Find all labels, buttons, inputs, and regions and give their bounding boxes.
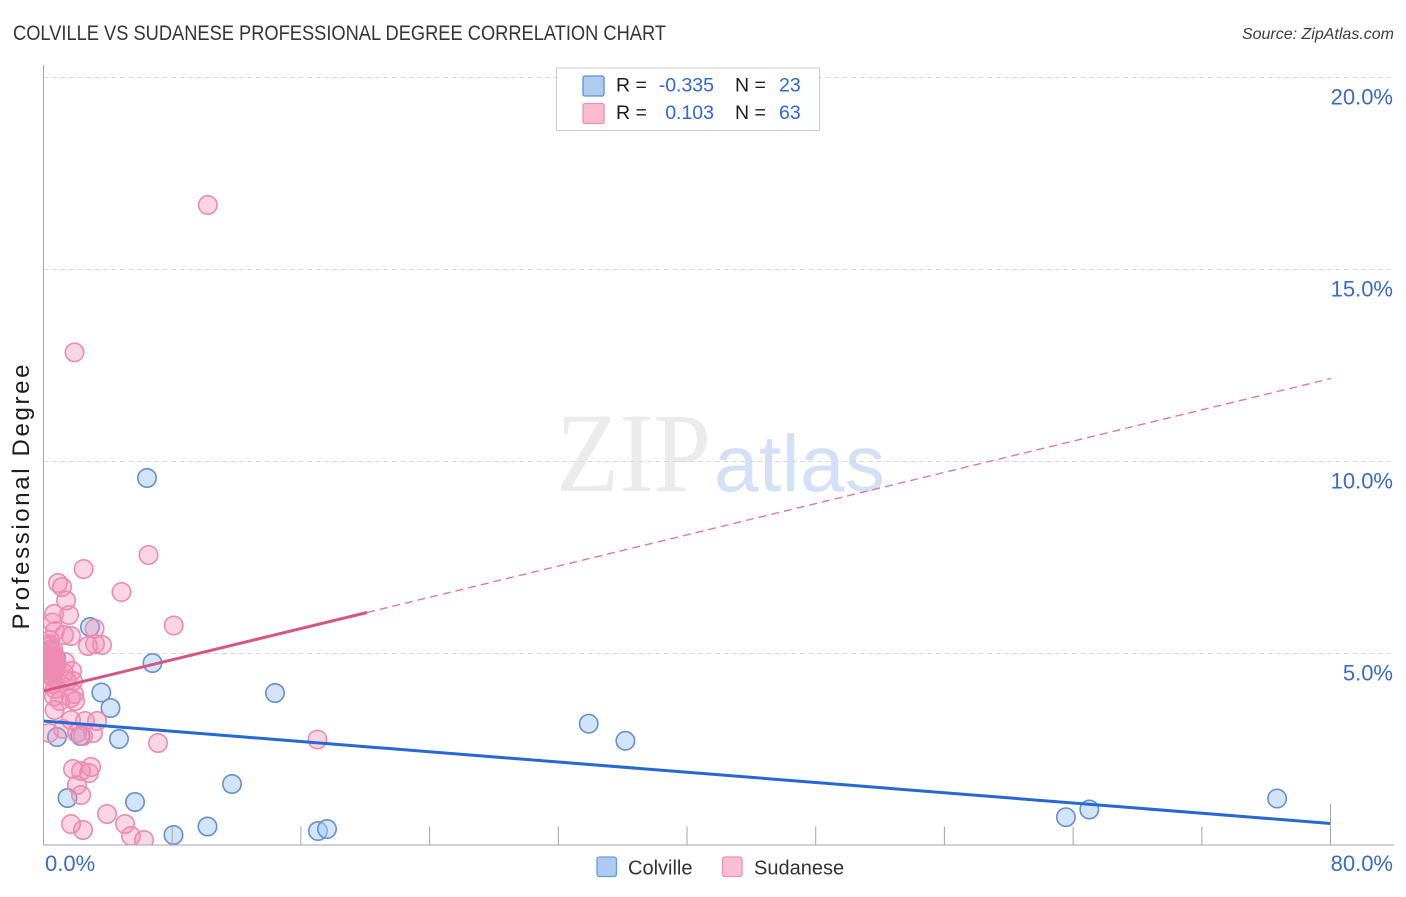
- svg-text:63: 63: [779, 102, 801, 124]
- svg-text:80.0%: 80.0%: [1331, 851, 1393, 876]
- svg-text:0.103: 0.103: [665, 102, 714, 124]
- svg-text:23: 23: [779, 75, 801, 97]
- svg-text:R =: R =: [616, 102, 647, 124]
- svg-text:0.0%: 0.0%: [45, 851, 95, 876]
- svg-text:-0.335: -0.335: [659, 75, 714, 97]
- svg-text:N =: N =: [735, 75, 766, 97]
- svg-text:atlas: atlas: [714, 419, 885, 508]
- svg-text:20.0%: 20.0%: [1331, 85, 1393, 110]
- svg-text:ZIP: ZIP: [556, 391, 711, 516]
- svg-text:N =: N =: [735, 102, 766, 124]
- svg-text:R =: R =: [616, 75, 647, 97]
- svg-text:Sudanese: Sudanese: [754, 858, 844, 880]
- svg-text:15.0%: 15.0%: [1331, 277, 1393, 302]
- svg-text:5.0%: 5.0%: [1343, 661, 1393, 686]
- svg-text:Source: ZipAtlas.com: Source: ZipAtlas.com: [1242, 26, 1394, 43]
- svg-text:COLVILLE VS SUDANESE PROFESSIO: COLVILLE VS SUDANESE PROFESSIONAL DEGREE…: [13, 22, 666, 45]
- svg-text:Colville: Colville: [628, 858, 692, 880]
- svg-text:Professional Degree: Professional Degree: [8, 365, 35, 630]
- svg-text:10.0%: 10.0%: [1331, 469, 1393, 494]
